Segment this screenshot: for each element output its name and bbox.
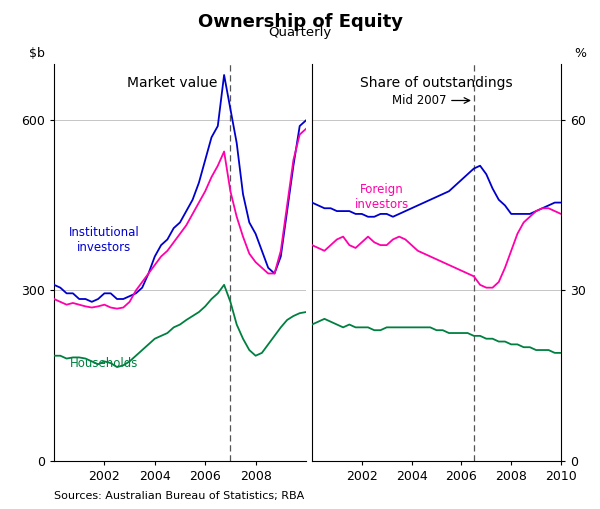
Text: $b: $b xyxy=(29,47,44,60)
Text: %: % xyxy=(574,47,586,60)
Text: Households: Households xyxy=(70,357,139,371)
Text: Sources: Australian Bureau of Statistics; RBA: Sources: Australian Bureau of Statistics… xyxy=(54,491,304,501)
Text: Quarterly: Quarterly xyxy=(268,26,332,40)
Text: Ownership of Equity: Ownership of Equity xyxy=(197,13,403,31)
Text: Share of outstandings: Share of outstandings xyxy=(360,75,513,90)
Text: Mid 2007: Mid 2007 xyxy=(392,94,470,107)
Text: Foreign
investors: Foreign investors xyxy=(355,183,409,211)
Text: Institutional
investors: Institutional investors xyxy=(69,227,140,254)
Text: Market value: Market value xyxy=(127,75,218,90)
